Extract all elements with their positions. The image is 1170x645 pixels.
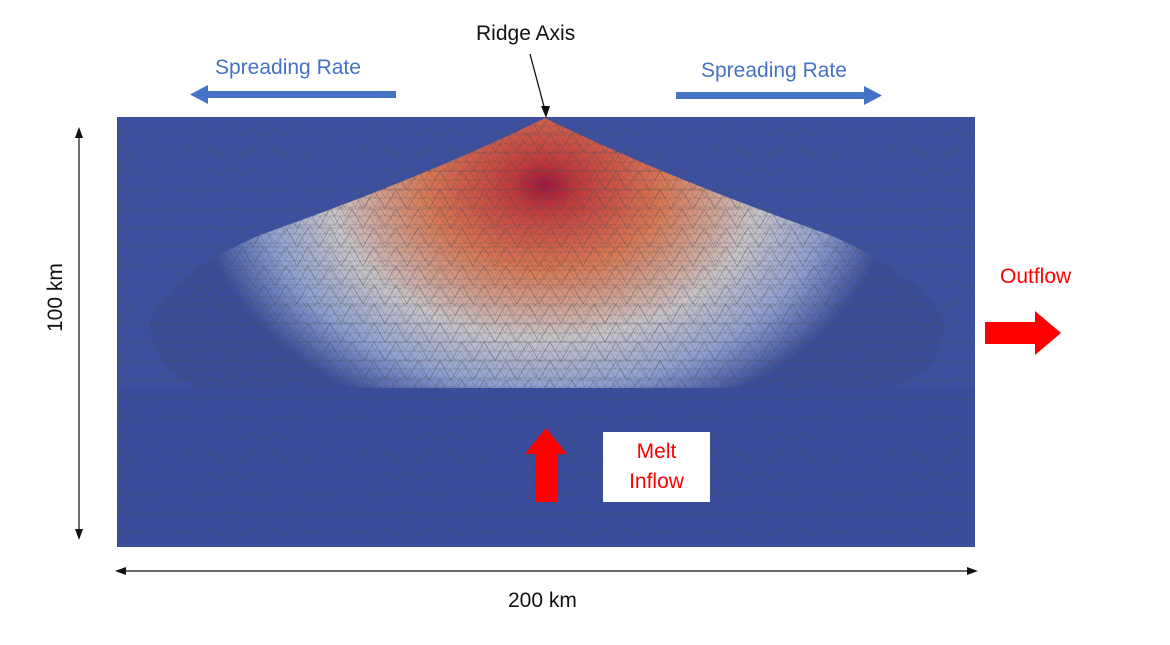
spreading-arrow-left	[190, 85, 396, 104]
melt-inflow-label-box: Melt Inflow	[603, 432, 710, 502]
spreading-rate-right-label: Spreading Rate	[701, 59, 847, 82]
melt-label-line2: Inflow	[629, 470, 684, 493]
outflow-label: Outflow	[1000, 265, 1072, 288]
outflow-arrow	[985, 311, 1061, 355]
width-dimension	[115, 567, 978, 575]
spreading-arrow-right	[676, 86, 882, 105]
melt-inflow-arrow	[525, 428, 567, 502]
spreading-rate-left-label: Spreading Rate	[215, 56, 361, 79]
height-label: 100 km	[44, 263, 67, 332]
width-label: 200 km	[508, 589, 577, 612]
melt-label-line1: Melt	[636, 440, 677, 463]
ridge-axis-arrowhead	[541, 106, 550, 118]
ridge-axis-pointer	[529, 53, 547, 115]
ridge-axis-label: Ridge Axis	[476, 22, 576, 45]
height-dimension	[75, 127, 83, 540]
